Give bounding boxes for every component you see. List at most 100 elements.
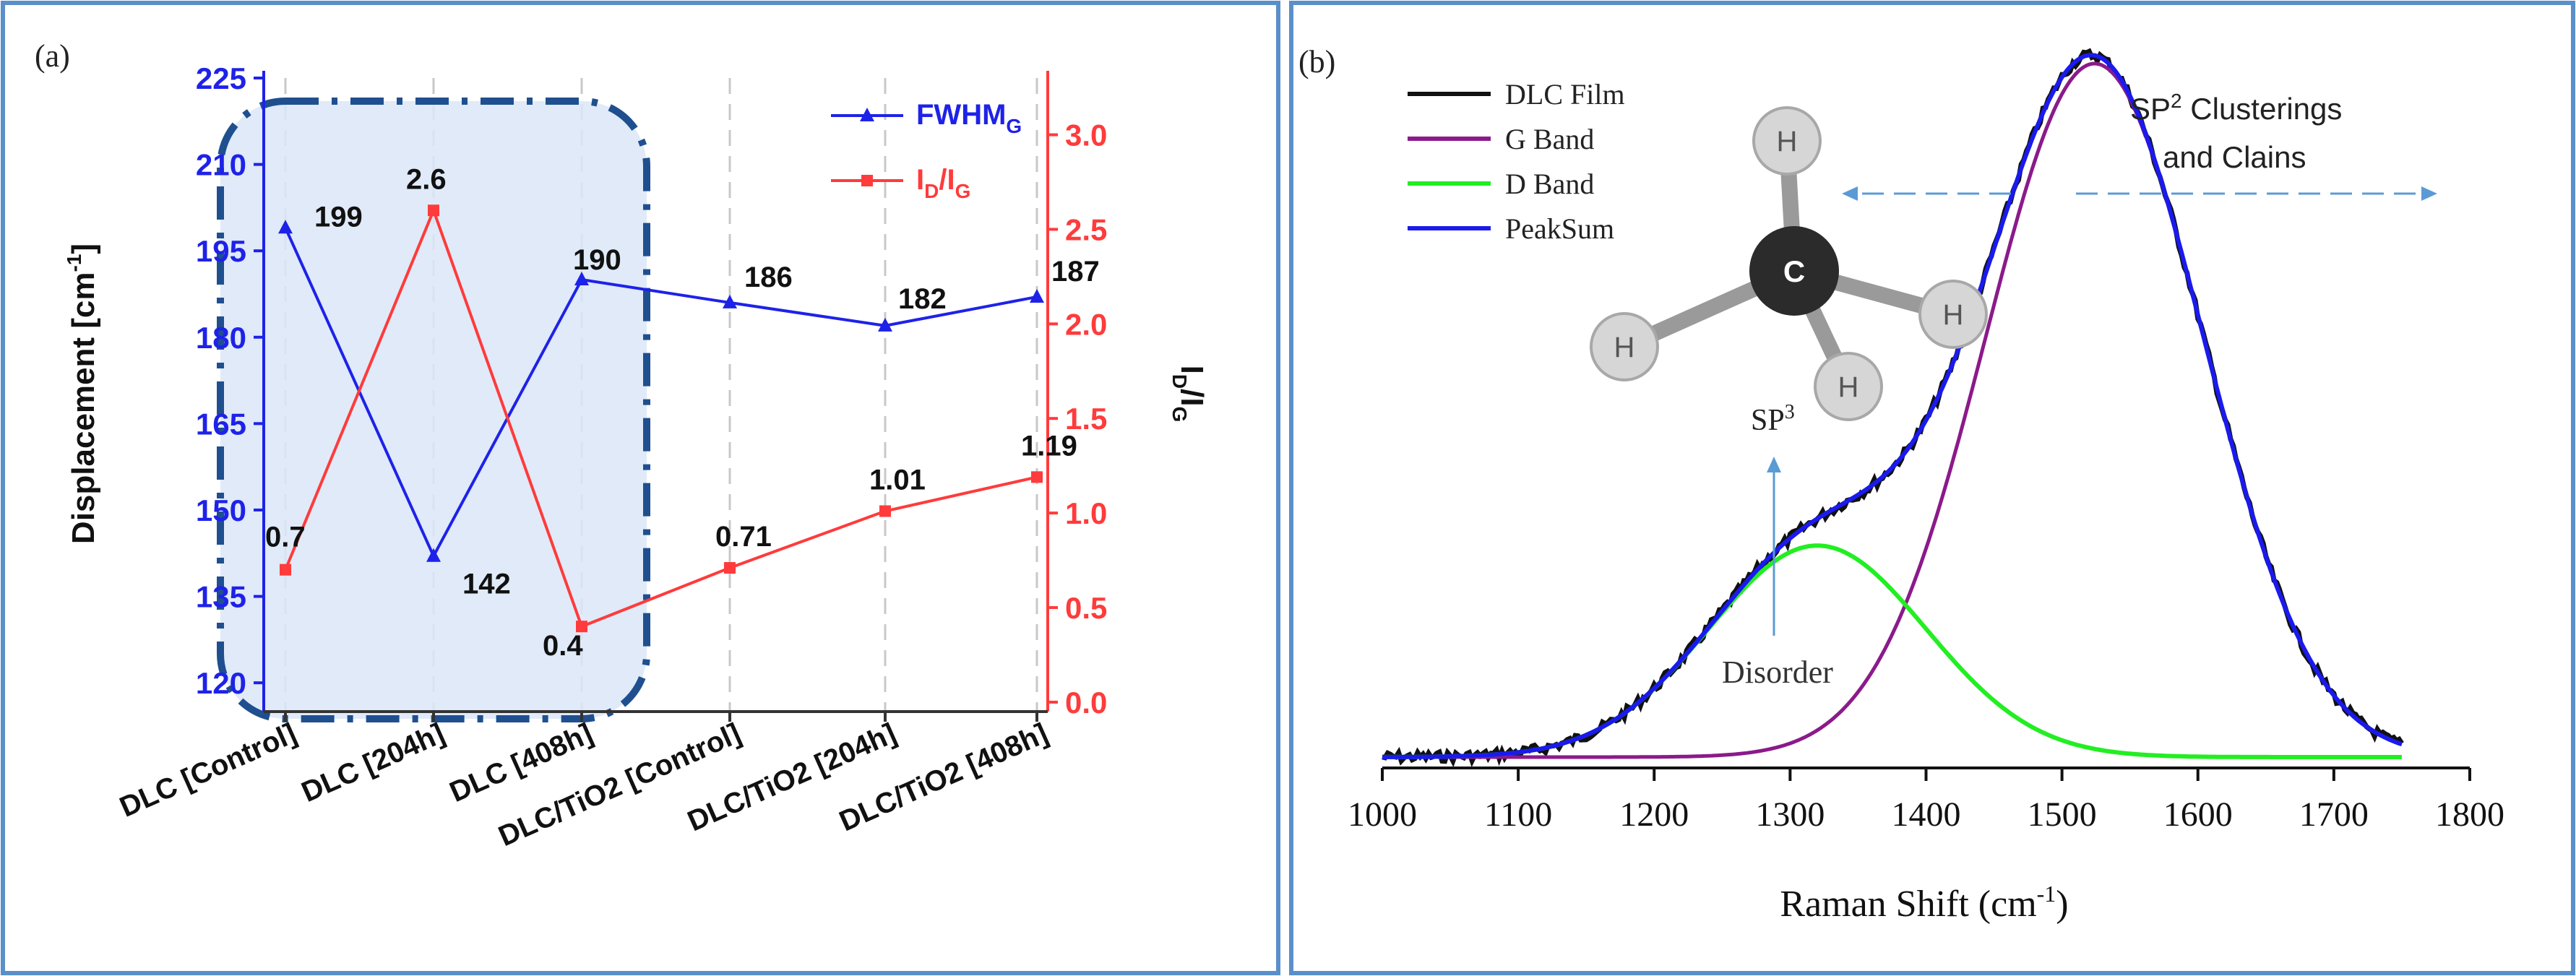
right-tick-label-2: 1.0 — [1065, 496, 1107, 530]
left-tick-label-1: 135 — [196, 580, 246, 614]
data-label-0-1: 142 — [462, 569, 511, 600]
molecule-hydrogen-1 — [1590, 312, 1659, 381]
data-label-1-2: 0.4 — [543, 630, 583, 662]
right-tick-label-6: 3.0 — [1065, 118, 1107, 152]
left-axis-title-main: Displacement [cm — [66, 272, 101, 544]
legend-label-1: G Band — [1505, 123, 1594, 155]
panel-b: (b) 1000 1100 1200 1300 1400 1500 1600 1700 1800… — [1288, 0, 2576, 976]
data-label-1-4: 1.01 — [869, 465, 926, 496]
curve-d-band — [1382, 543, 2402, 759]
sp3-label-main: SP — [1751, 404, 1785, 437]
category-label-1: DLC [204h] — [297, 717, 449, 808]
legend-label-idig-main: I — [916, 164, 924, 196]
right-tick-label-1: 0.5 — [1065, 591, 1107, 625]
data-label-0-0: 199 — [314, 201, 363, 233]
data-label-0-3: 186 — [744, 262, 793, 293]
sp3-direction-arrowhead — [1842, 186, 1858, 201]
legend-label-3: PeakSum — [1505, 212, 1614, 245]
left-axis-title-sup: -1 — [63, 254, 85, 272]
molecule-hydrogen-3 — [1814, 352, 1883, 421]
left-tick-label-0: 120 — [196, 666, 246, 700]
sp3-label: SP3 — [1751, 401, 1795, 437]
right-axis-title-main: I — [1174, 366, 1210, 374]
chart-a: (a) 120 135 150 165 180 195 210 225 0.0 0.5 1.0 1.5… — [1, 1, 1280, 975]
molecule-carbon-label: C — [1783, 254, 1805, 288]
data-label-0-5: 187 — [1051, 256, 1100, 288]
right-axis-title: ID/IG — [1168, 366, 1210, 423]
molecule-carbon — [1749, 226, 1839, 316]
sp3-label-sup: 3 — [1785, 401, 1795, 423]
right-axis-title-mid: /I — [1174, 389, 1210, 406]
panel-b-border — [1289, 1, 2575, 975]
data-label-0-2: 190 — [573, 244, 621, 276]
x-tick-label-0: 1000 — [1348, 795, 1417, 834]
molecule-hydrogen-2 — [1918, 280, 1988, 349]
x-axis-title: Raman Shift (cm-1) — [1780, 881, 2068, 925]
x-tick-label-5: 1500 — [2028, 795, 2097, 834]
left-axis-title-tail: ] — [66, 243, 101, 254]
right-axis-title-sub2: G — [1168, 407, 1191, 423]
data-label-1-5: 1.19 — [1021, 430, 1077, 462]
series-1-point-3 — [724, 562, 736, 574]
x-axis-title-unit: cm — [1991, 884, 2037, 925]
legend-label-idig-sub2: G — [955, 180, 971, 202]
left-tick-label-2: 150 — [196, 493, 246, 527]
left-tick-label-6: 210 — [196, 148, 246, 182]
series-1-point-4 — [879, 505, 891, 517]
category-label-0: DLC [Control] — [115, 717, 301, 824]
legend-marker-fwhm — [860, 108, 874, 121]
data-label-1-1: 2.6 — [406, 163, 447, 195]
molecule-hydrogen-label-0: H — [1777, 126, 1798, 157]
disorder-label: Disorder — [1722, 655, 1833, 690]
x-tick-label-3: 1300 — [1755, 795, 1825, 834]
sp2-label-sup: 2 — [2171, 90, 2182, 112]
sp2-label-suffix: Clusterings — [2182, 92, 2343, 126]
x-tick-label-4: 1400 — [1892, 795, 1961, 834]
series-1-point-0 — [280, 563, 291, 576]
left-axis-title: Displacement [cm-1] — [63, 243, 101, 544]
x-tick-label-6: 1600 — [2163, 795, 2233, 834]
series-0-point-3 — [723, 294, 737, 308]
legend-label-idig: ID/IG — [916, 164, 970, 202]
panel-a-label: (a) — [35, 38, 70, 74]
right-tick-label-5: 2.5 — [1065, 212, 1107, 246]
curve-peaksum — [1382, 53, 2403, 759]
sp2-label-line2: and Clains — [2163, 140, 2306, 174]
molecule-hydrogen-label-2: H — [1943, 299, 1964, 331]
right-tick-label-3: 1.5 — [1065, 402, 1107, 436]
x-tick-label-1: 1100 — [1484, 795, 1552, 834]
series-0-point-2 — [574, 272, 589, 286]
series-1-point-5 — [1031, 471, 1043, 483]
series-0-point-4 — [878, 317, 892, 332]
series-1-point-1 — [428, 204, 439, 217]
data-label-1-0: 0.7 — [265, 522, 306, 553]
panel-b-label: (b) — [1298, 44, 1335, 79]
panel-a: (a) 120 135 150 165 180 195 210 225 0.0 0.5 1.0 1.5… — [0, 0, 1281, 976]
chart-b: (b) 1000 1100 1200 1300 1400 1500 1600 1700 1800… — [1289, 1, 2575, 975]
data-label-1-3: 0.71 — [715, 521, 772, 553]
x-axis-title-tail: ) — [2056, 884, 2068, 925]
x-axis-title-main: Raman Shift ( — [1780, 884, 1991, 925]
methane-molecule: H H H H C — [1590, 106, 1988, 421]
molecule-hydrogen-0 — [1752, 106, 1822, 176]
data-label-0-4: 182 — [898, 283, 947, 315]
series-0-point-0 — [278, 220, 293, 234]
right-tick-label-0: 0.0 — [1065, 686, 1107, 720]
x-tick-label-7: 1700 — [2299, 795, 2369, 834]
left-tick-label-4: 180 — [196, 321, 246, 355]
sp2-label-line1: SP2 Clusterings — [2130, 90, 2342, 126]
panel-a-border — [1, 1, 1280, 975]
series-line-1 — [284, 206, 1038, 629]
series-0-point-1 — [426, 548, 441, 562]
x-tick-label-8: 1800 — [2435, 795, 2504, 834]
series-0-point-5 — [1030, 288, 1044, 303]
right-axis-title-sub1: D — [1168, 374, 1191, 389]
legend-marker-idig — [861, 175, 873, 186]
legend-label-idig-sub1: D — [924, 180, 939, 202]
legend-label-idig-mid: /I — [939, 164, 955, 196]
legend-label-fwhm: FWHMG — [916, 99, 1022, 137]
right-tick-label-4: 2.0 — [1065, 307, 1107, 341]
legend-label-0: DLC Film — [1505, 78, 1625, 111]
left-tick-label-5: 195 — [196, 234, 246, 268]
molecule-hydrogen-label-3: H — [1838, 371, 1859, 403]
